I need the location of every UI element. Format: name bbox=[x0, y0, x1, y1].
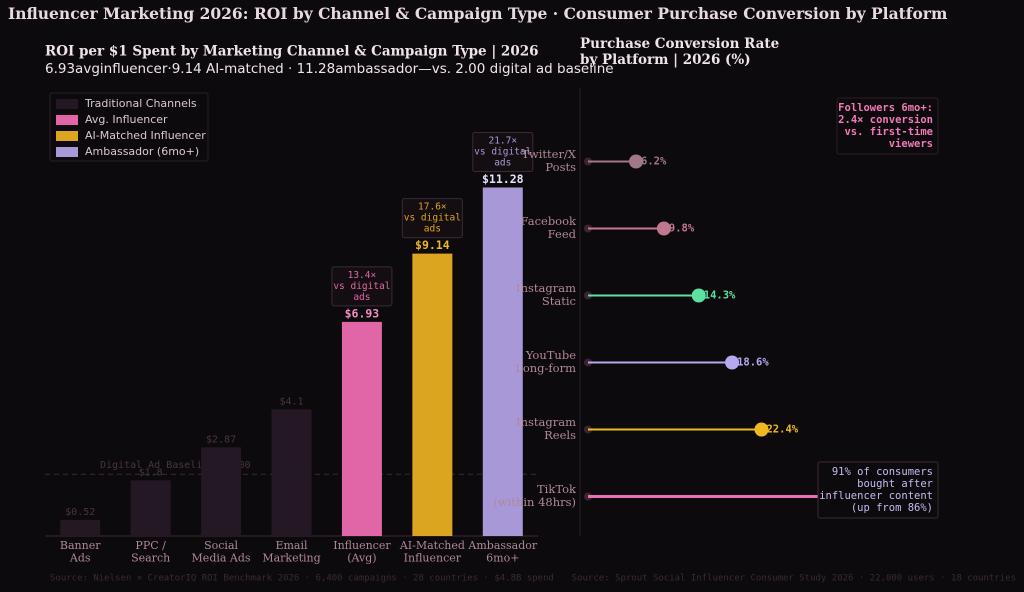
value-label: 18.6% bbox=[737, 357, 769, 369]
chart-title: Purchase Conversion Rate by Platform | 20… bbox=[580, 36, 779, 68]
value-label: 6.2% bbox=[641, 156, 667, 168]
bar bbox=[60, 519, 101, 536]
bar bbox=[271, 409, 312, 536]
x-tick-label: Influencer (Avg) bbox=[333, 539, 391, 565]
x-tick-label: Email Marketing bbox=[262, 539, 320, 565]
legend-label: Traditional Channels bbox=[84, 97, 197, 110]
value-label: $2.87 bbox=[206, 434, 236, 445]
source: Source: Sprout Social Influencer Consume… bbox=[572, 574, 1016, 584]
legend-box bbox=[49, 92, 209, 162]
dot bbox=[725, 355, 740, 370]
y-tick-label: YouTube Long-form bbox=[515, 348, 576, 375]
bar-annotation: 17.6× vs digital ads bbox=[404, 201, 461, 234]
dot bbox=[754, 422, 769, 437]
x-tick-label: Banner Ads bbox=[60, 539, 101, 565]
value-label: $0.52 bbox=[65, 507, 95, 518]
value-label: $9.14 bbox=[415, 238, 450, 252]
baseline-label: Digital Ad Baseline $2.00 bbox=[100, 460, 251, 471]
dot bbox=[629, 154, 644, 169]
y-tick-label: Instagram Reels bbox=[516, 415, 576, 442]
x-tick-label: Social Media Ads bbox=[192, 539, 251, 565]
annotation: 91% of consumers bought after influencer c… bbox=[819, 466, 933, 514]
value-label: $11.28 bbox=[482, 172, 524, 186]
value-label: 9.8% bbox=[669, 223, 695, 235]
legend-label: AI-Matched Influencer bbox=[85, 129, 206, 142]
legend-label: Ambassador (6mo+) bbox=[85, 145, 199, 158]
y-tick-label: Instagram Static bbox=[516, 281, 576, 308]
legend-swatch bbox=[56, 131, 78, 141]
legend-label: Avg. Influencer bbox=[85, 113, 168, 126]
dot bbox=[656, 221, 671, 236]
y-tick-label: Twitter/X Posts bbox=[522, 147, 577, 174]
bar bbox=[412, 253, 453, 536]
value-label: $4.1 bbox=[279, 396, 303, 407]
chart-subtitle: 6.93avginfluencer·9.14 AI-matched · 11.2… bbox=[45, 61, 614, 77]
source: Source: Nielsen × CreatorIQ ROI Benchmar… bbox=[50, 574, 554, 584]
bar bbox=[130, 480, 171, 536]
legend-swatch bbox=[56, 147, 78, 157]
y-tick-label: Facebook Feed bbox=[521, 214, 578, 241]
bar bbox=[341, 321, 382, 536]
bar bbox=[482, 187, 523, 537]
x-tick-label: AI-Matched Influencer bbox=[399, 539, 465, 565]
legend-swatch bbox=[56, 99, 78, 109]
value-label: $6.93 bbox=[345, 306, 380, 320]
value-label: $1.8 bbox=[139, 467, 163, 478]
annotation-box bbox=[331, 266, 393, 307]
bar-annotation: 21.7× vs digital ads bbox=[474, 135, 531, 168]
annotation-box bbox=[472, 131, 534, 172]
annotation-box bbox=[401, 198, 463, 239]
bar bbox=[201, 447, 242, 536]
dot bbox=[691, 288, 706, 303]
annotation-box bbox=[817, 461, 939, 519]
value-label: 14.3% bbox=[704, 290, 736, 302]
value-label: 22.4% bbox=[766, 424, 798, 436]
page-title: Influencer Marketing 2026: ROI by Channe… bbox=[8, 4, 948, 23]
chart-title: ROI per $1 Spent by Marketing Channel & … bbox=[45, 44, 539, 60]
x-tick-label: PPC / Search bbox=[131, 539, 170, 565]
y-tick-label: TikTok (within 48hrs) bbox=[493, 482, 577, 509]
bar-annotation: 13.4× vs digital ads bbox=[333, 269, 390, 302]
annotation: Followers 6mo+: 2.4× conversion vs. first-… bbox=[838, 102, 933, 150]
legend-swatch bbox=[56, 115, 78, 125]
x-tick-label: Ambassador 6mo+ bbox=[467, 539, 537, 565]
annotation-box bbox=[836, 97, 939, 155]
